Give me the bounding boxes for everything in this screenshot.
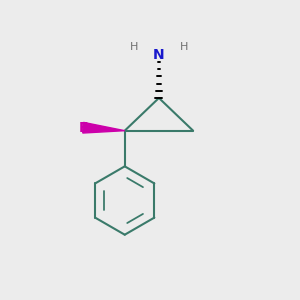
Text: H: H xyxy=(130,43,138,52)
Polygon shape xyxy=(83,122,125,133)
Text: F: F xyxy=(78,121,88,135)
Text: N: N xyxy=(153,48,165,62)
Text: H: H xyxy=(180,43,188,52)
